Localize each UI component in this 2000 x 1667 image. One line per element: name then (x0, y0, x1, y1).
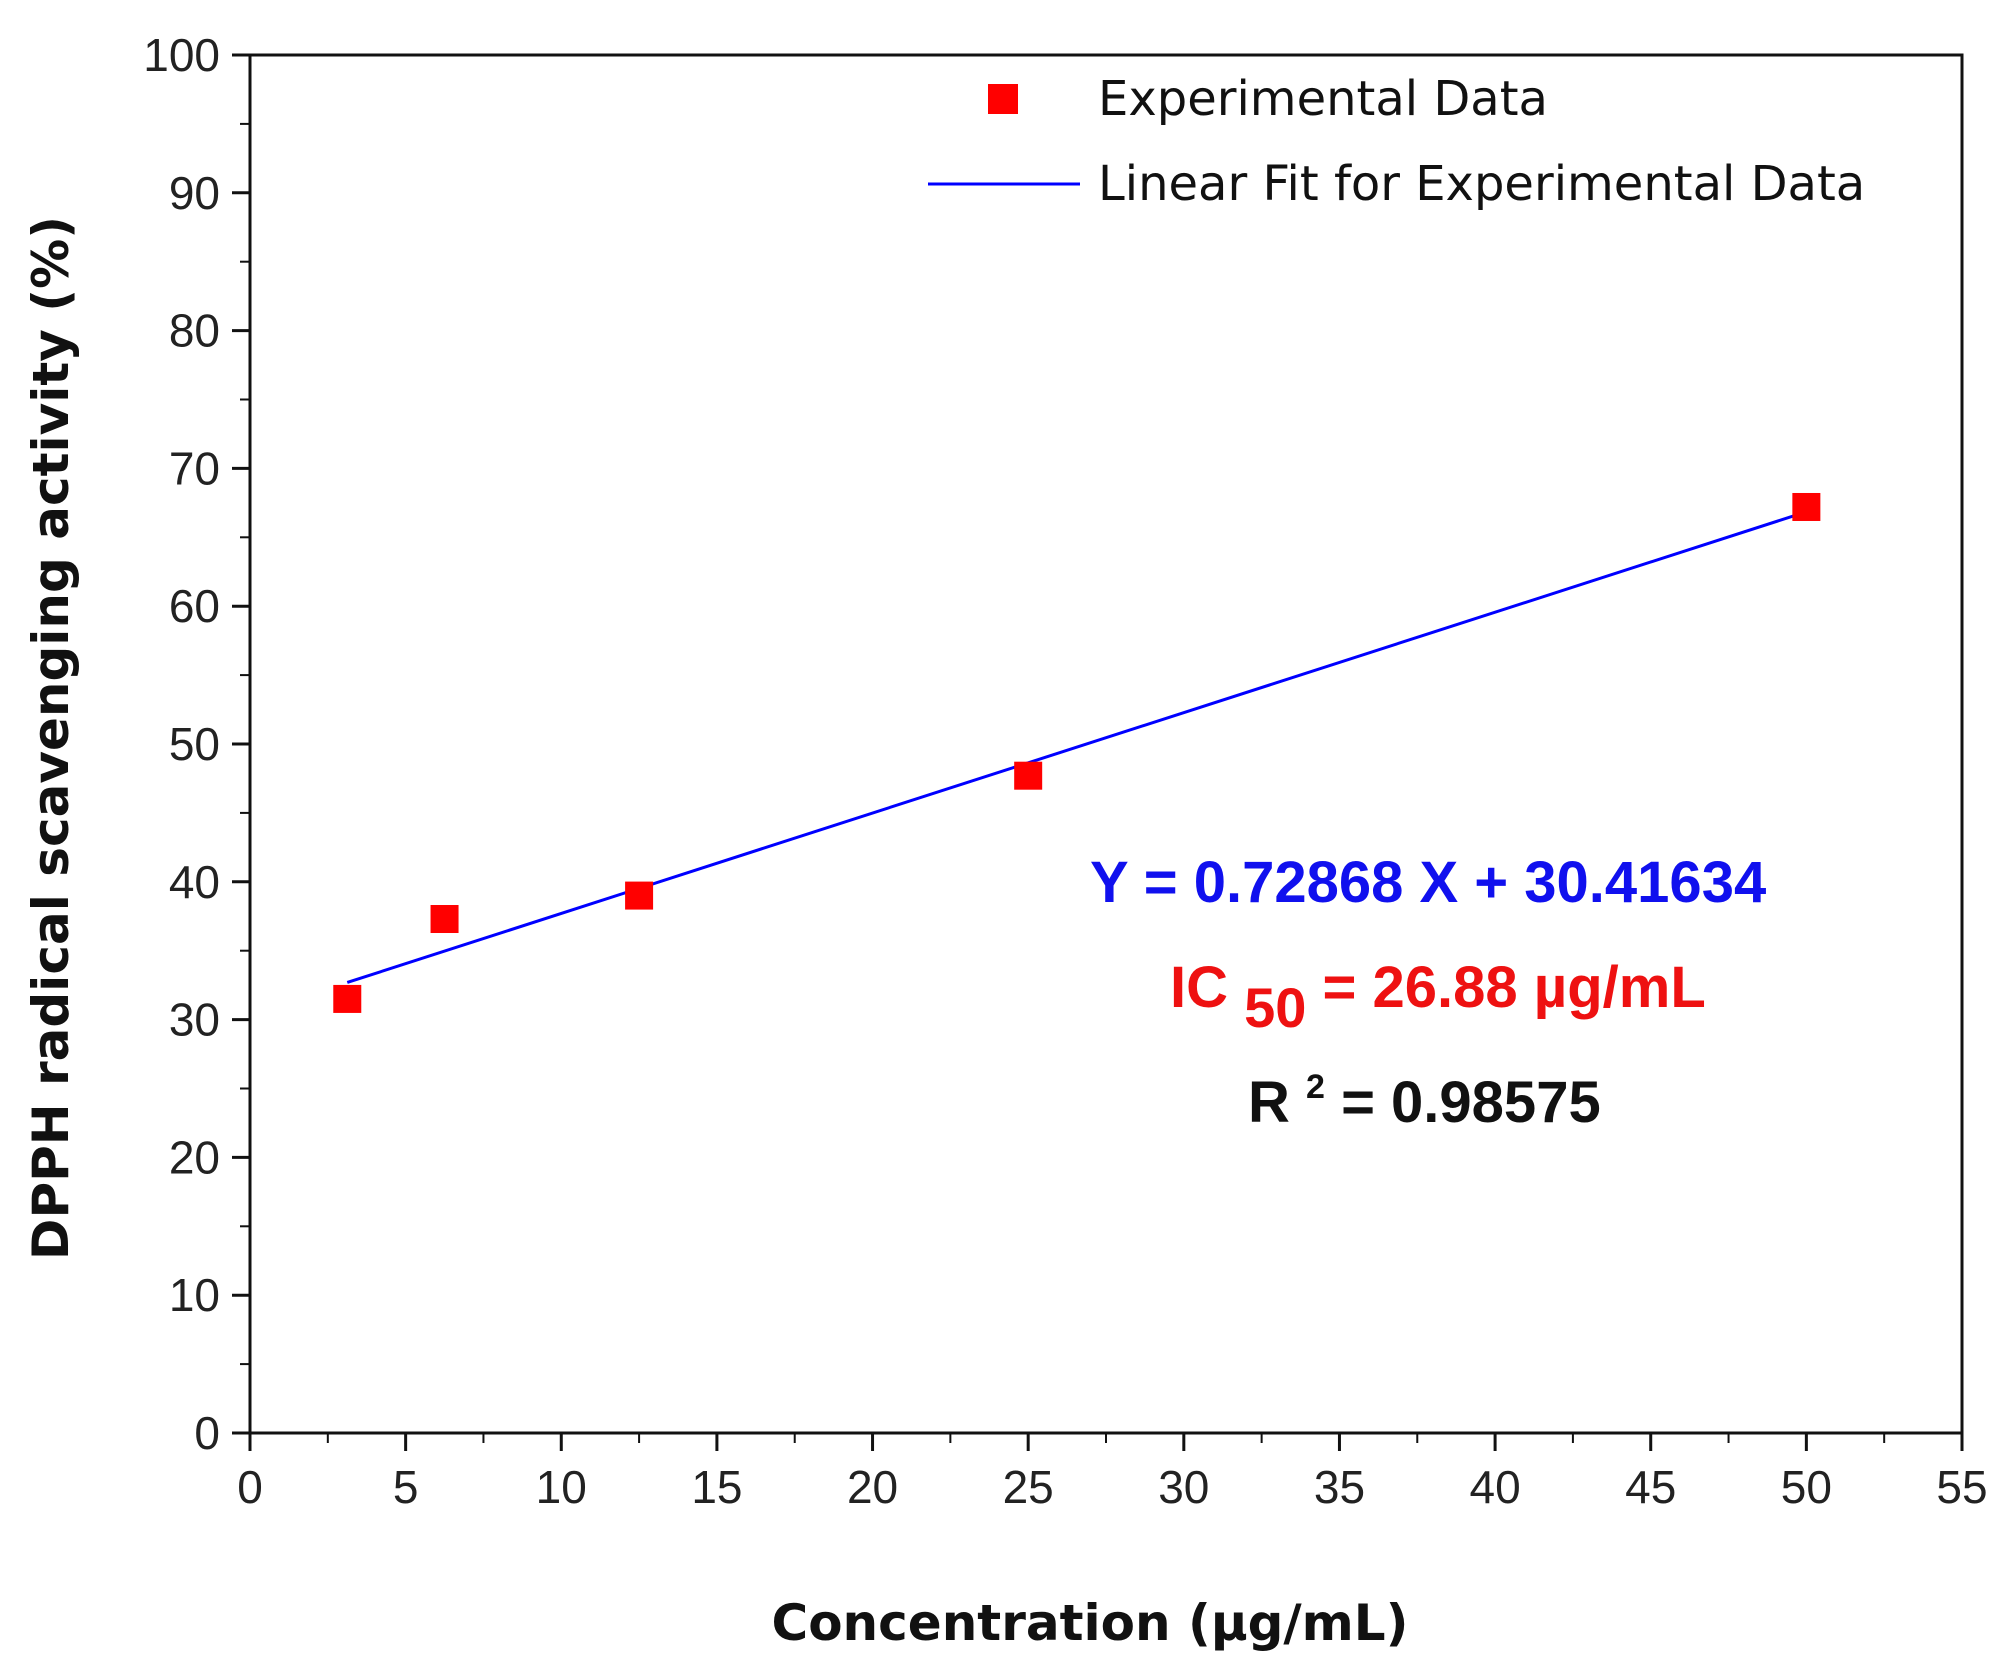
r2-superscript: 2 (1306, 1068, 1325, 1106)
fit-line (346, 510, 1807, 984)
y-tick-label: 30 (169, 994, 220, 1046)
y-tick-label: 50 (169, 718, 220, 770)
x-tick-label: 35 (1314, 1461, 1365, 1513)
x-tick-label: 40 (1470, 1461, 1521, 1513)
y-tick-label: 90 (169, 167, 220, 219)
legend-marker-experimental (988, 84, 1018, 114)
r-squared-annotation: R 2 = 0.98575 (1248, 1046, 1601, 1135)
x-tick-label: 25 (1003, 1461, 1054, 1513)
y-tick-label: 0 (194, 1407, 220, 1459)
data-point (625, 881, 654, 910)
y-tick-label: 60 (169, 580, 220, 632)
y-tick-label: 70 (169, 442, 220, 494)
x-tick-label: 0 (237, 1461, 263, 1513)
x-tick-label: 30 (1158, 1461, 1209, 1513)
x-tick-label: 10 (536, 1461, 587, 1513)
fit-line-layer (346, 510, 1807, 984)
ic50-annotation: IC 50 = 26.88 µg/mL (1170, 955, 1706, 1040)
r2-value: = 0.98575 (1341, 1070, 1601, 1135)
legend-label-experimental: Experimental Data (1098, 71, 1548, 127)
y-tick-label: 40 (169, 856, 220, 908)
legend-label-fit: Linear Fit for Experimental Data (1098, 156, 1865, 212)
legend: Experimental Data Linear Fit for Experim… (928, 71, 1865, 212)
ic50-subscript: 50 (1244, 976, 1306, 1039)
data-point (430, 905, 459, 934)
fit-equation: Y = 0.72868 X + 30.41634 (1090, 850, 1766, 915)
x-tick-label: 15 (691, 1461, 742, 1513)
annotations: Y = 0.72868 X + 30.41634 IC 50 = 26.88 µ… (1090, 850, 1766, 1135)
data-point (1014, 761, 1043, 790)
y-tick-label: 80 (169, 305, 220, 357)
y-tick-label: 10 (169, 1269, 220, 1321)
data-points-layer (333, 492, 1821, 1013)
ic50-value: = 26.88 µg/mL (1323, 955, 1706, 1020)
x-tick-label: 55 (1936, 1461, 1987, 1513)
x-tick-label: 20 (847, 1461, 898, 1513)
y-axis-title: DPPH radical scavenging activity (%) (22, 216, 80, 1260)
x-tick-label: 45 (1625, 1461, 1676, 1513)
ic50-prefix: IC (1170, 955, 1228, 1020)
x-tick-label: 5 (393, 1461, 419, 1513)
y-tick-label: 100 (143, 29, 220, 81)
data-point (333, 984, 362, 1013)
x-tick-label: 50 (1781, 1461, 1832, 1513)
axes: 0 5 10 15 20 25 30 35 40 45 50 55 0 10 20 30 40 50 60 70 80 9… (143, 29, 1987, 1513)
x-axis-title: Concentration (µg/mL) (772, 1594, 1409, 1652)
r2-prefix: R (1248, 1070, 1290, 1135)
y-tick-label: 20 (169, 1131, 220, 1183)
data-point (1792, 492, 1821, 521)
